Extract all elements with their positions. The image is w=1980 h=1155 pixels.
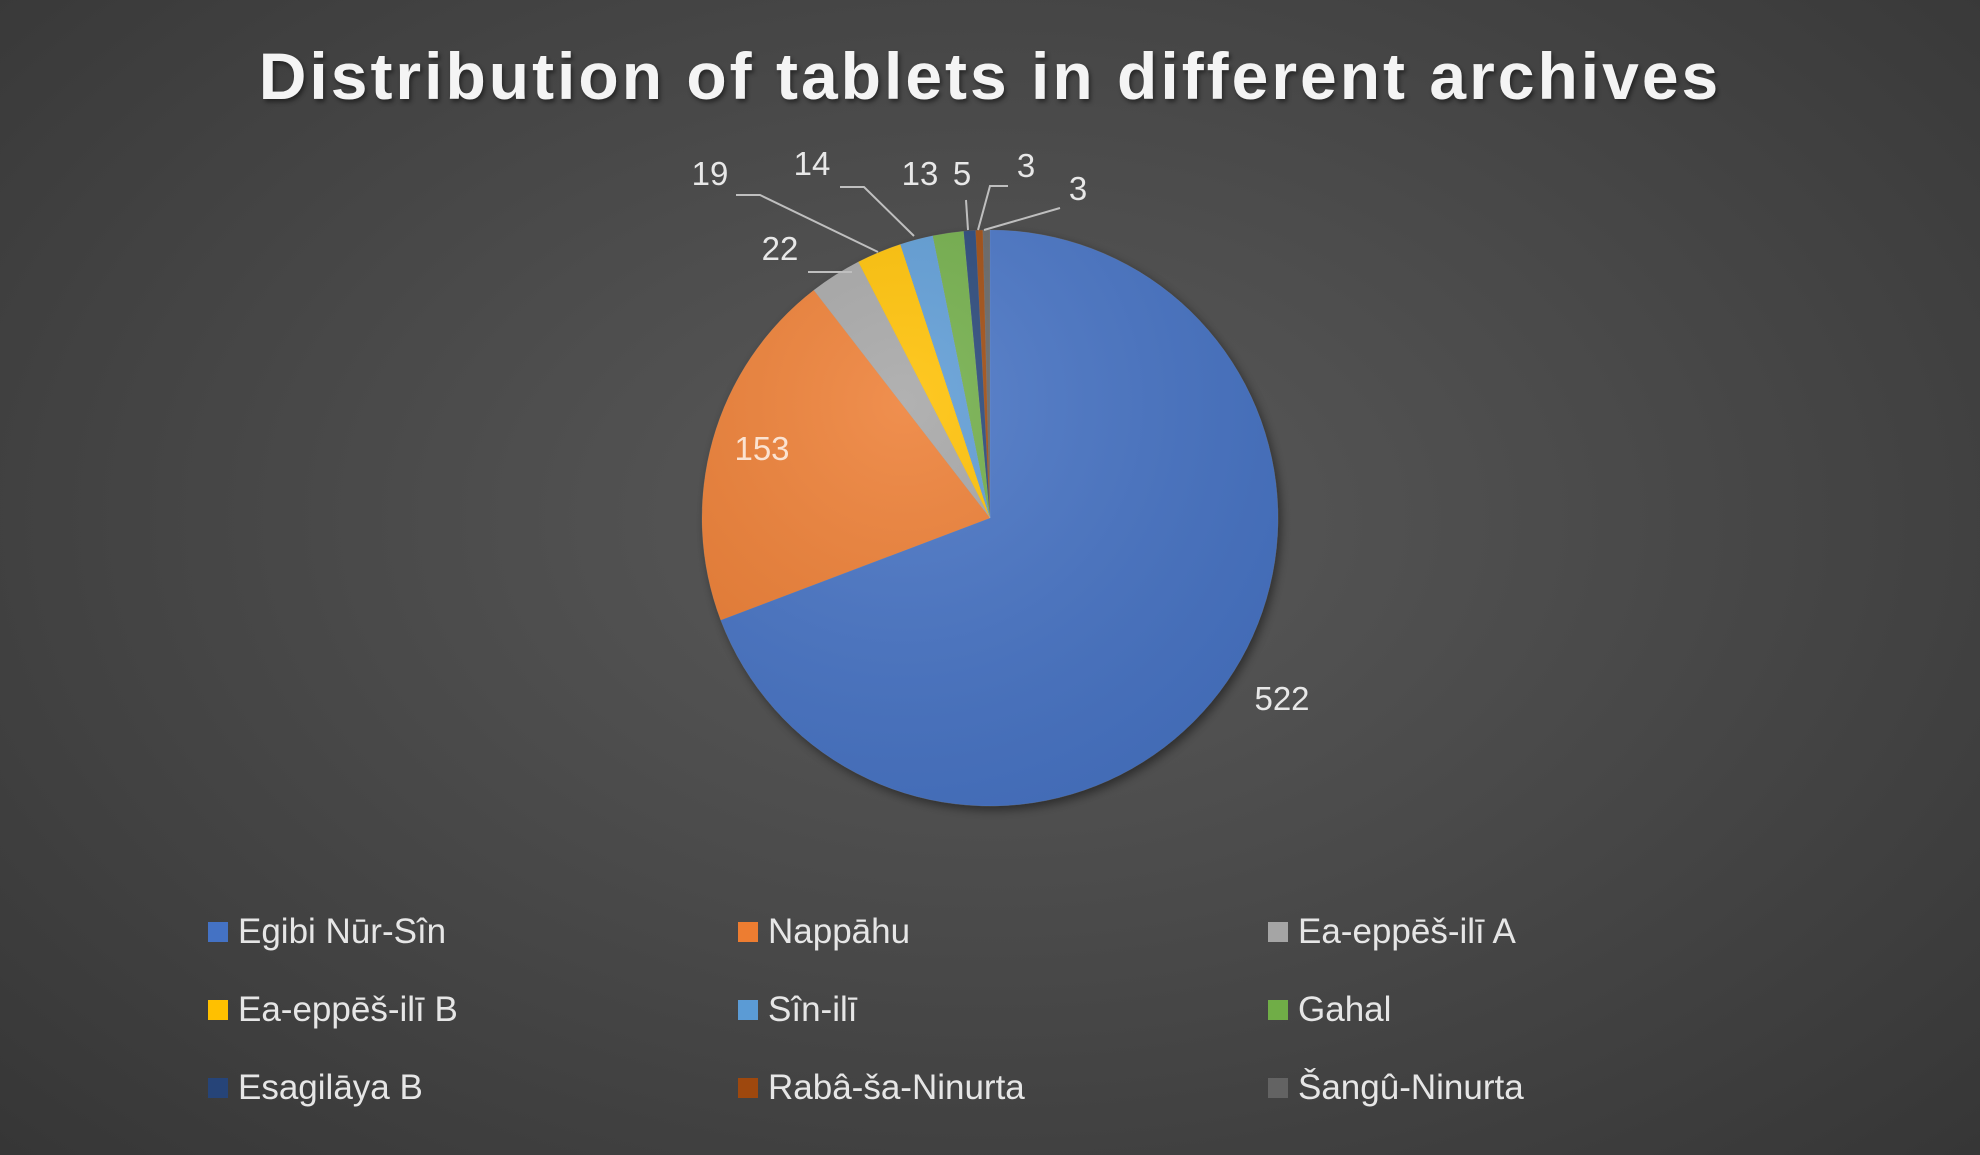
data-label-sin-ili: 14	[794, 145, 831, 182]
data-label-ea-eppes-ili-b: 19	[692, 155, 729, 192]
legend-item-egibi-nur-sin: Egibi Nūr-Sîn	[208, 912, 738, 952]
leader-line-esagilaya-b	[965, 199, 969, 231]
legend-label: Esagilāya B	[238, 1068, 423, 1107]
legend-label: Sîn-ilī	[768, 990, 858, 1029]
data-label-egibi-nur-sin: 522	[1254, 680, 1309, 717]
leader-line-raba-sa-ninurta	[977, 185, 1008, 231]
legend-item-ea-eppes-ili-b: Ea-eppēš-ilī B	[208, 990, 738, 1030]
legend-label: Rabâ-ša-Ninurta	[768, 1068, 1025, 1107]
legend-label: Egibi Nūr-Sîn	[238, 912, 447, 951]
data-label-gahal: 13	[902, 155, 939, 192]
data-label-sangu-ninurta: 3	[1069, 170, 1087, 207]
legend-item-esagilaya-b: Esagilāya B	[208, 1068, 738, 1108]
legend-item-raba-sa-ninurta: Rabâ-ša-Ninurta	[738, 1068, 1268, 1108]
data-label-raba-sa-ninurta: 3	[1017, 147, 1035, 184]
data-label-esagilaya-b: 5	[953, 155, 971, 192]
legend-swatch	[738, 1000, 758, 1020]
legend-label: Ea-eppēš-ilī B	[238, 990, 458, 1029]
legend-item-gahal: Gahal	[1268, 990, 1798, 1030]
legend-label: Ea-eppēš-ilī A	[1298, 912, 1516, 951]
legend-label: Šangû-Ninurta	[1298, 1068, 1524, 1107]
leader-line-ea-eppes-ili-b	[736, 194, 879, 253]
data-label-ea-eppes-ili-a: 22	[762, 230, 799, 267]
legend-swatch	[738, 1078, 758, 1098]
legend-swatch	[1268, 1078, 1288, 1098]
chart-title: Distribution of tablets in different arc…	[258, 39, 1722, 113]
legend-swatch	[738, 922, 758, 942]
data-label-nappahu: 153	[734, 430, 789, 467]
leader-line-sin-ili	[840, 186, 915, 237]
legend-item-ea-eppes-ili-a: Ea-eppēš-ilī A	[1268, 912, 1798, 952]
legend-swatch	[1268, 1000, 1288, 1020]
legend: Egibi Nūr-Sîn Nappāhu Ea-eppēš-ilī A Ea-epp…	[208, 912, 1848, 1108]
legend-label: Gahal	[1298, 990, 1392, 1029]
leader-line-sangu-ninurta	[983, 207, 1061, 231]
legend-item-sin-ili: Sîn-ilī	[738, 990, 1268, 1030]
legend-item-sangu-ninurta: Šangû-Ninurta	[1268, 1068, 1798, 1108]
legend-label: Nappāhu	[768, 912, 911, 951]
legend-swatch	[208, 1078, 228, 1098]
legend-swatch	[1268, 922, 1288, 942]
legend-swatch	[208, 1000, 228, 1020]
legend-swatch	[208, 922, 228, 942]
legend-item-nappahu: Nappāhu	[738, 912, 1268, 952]
